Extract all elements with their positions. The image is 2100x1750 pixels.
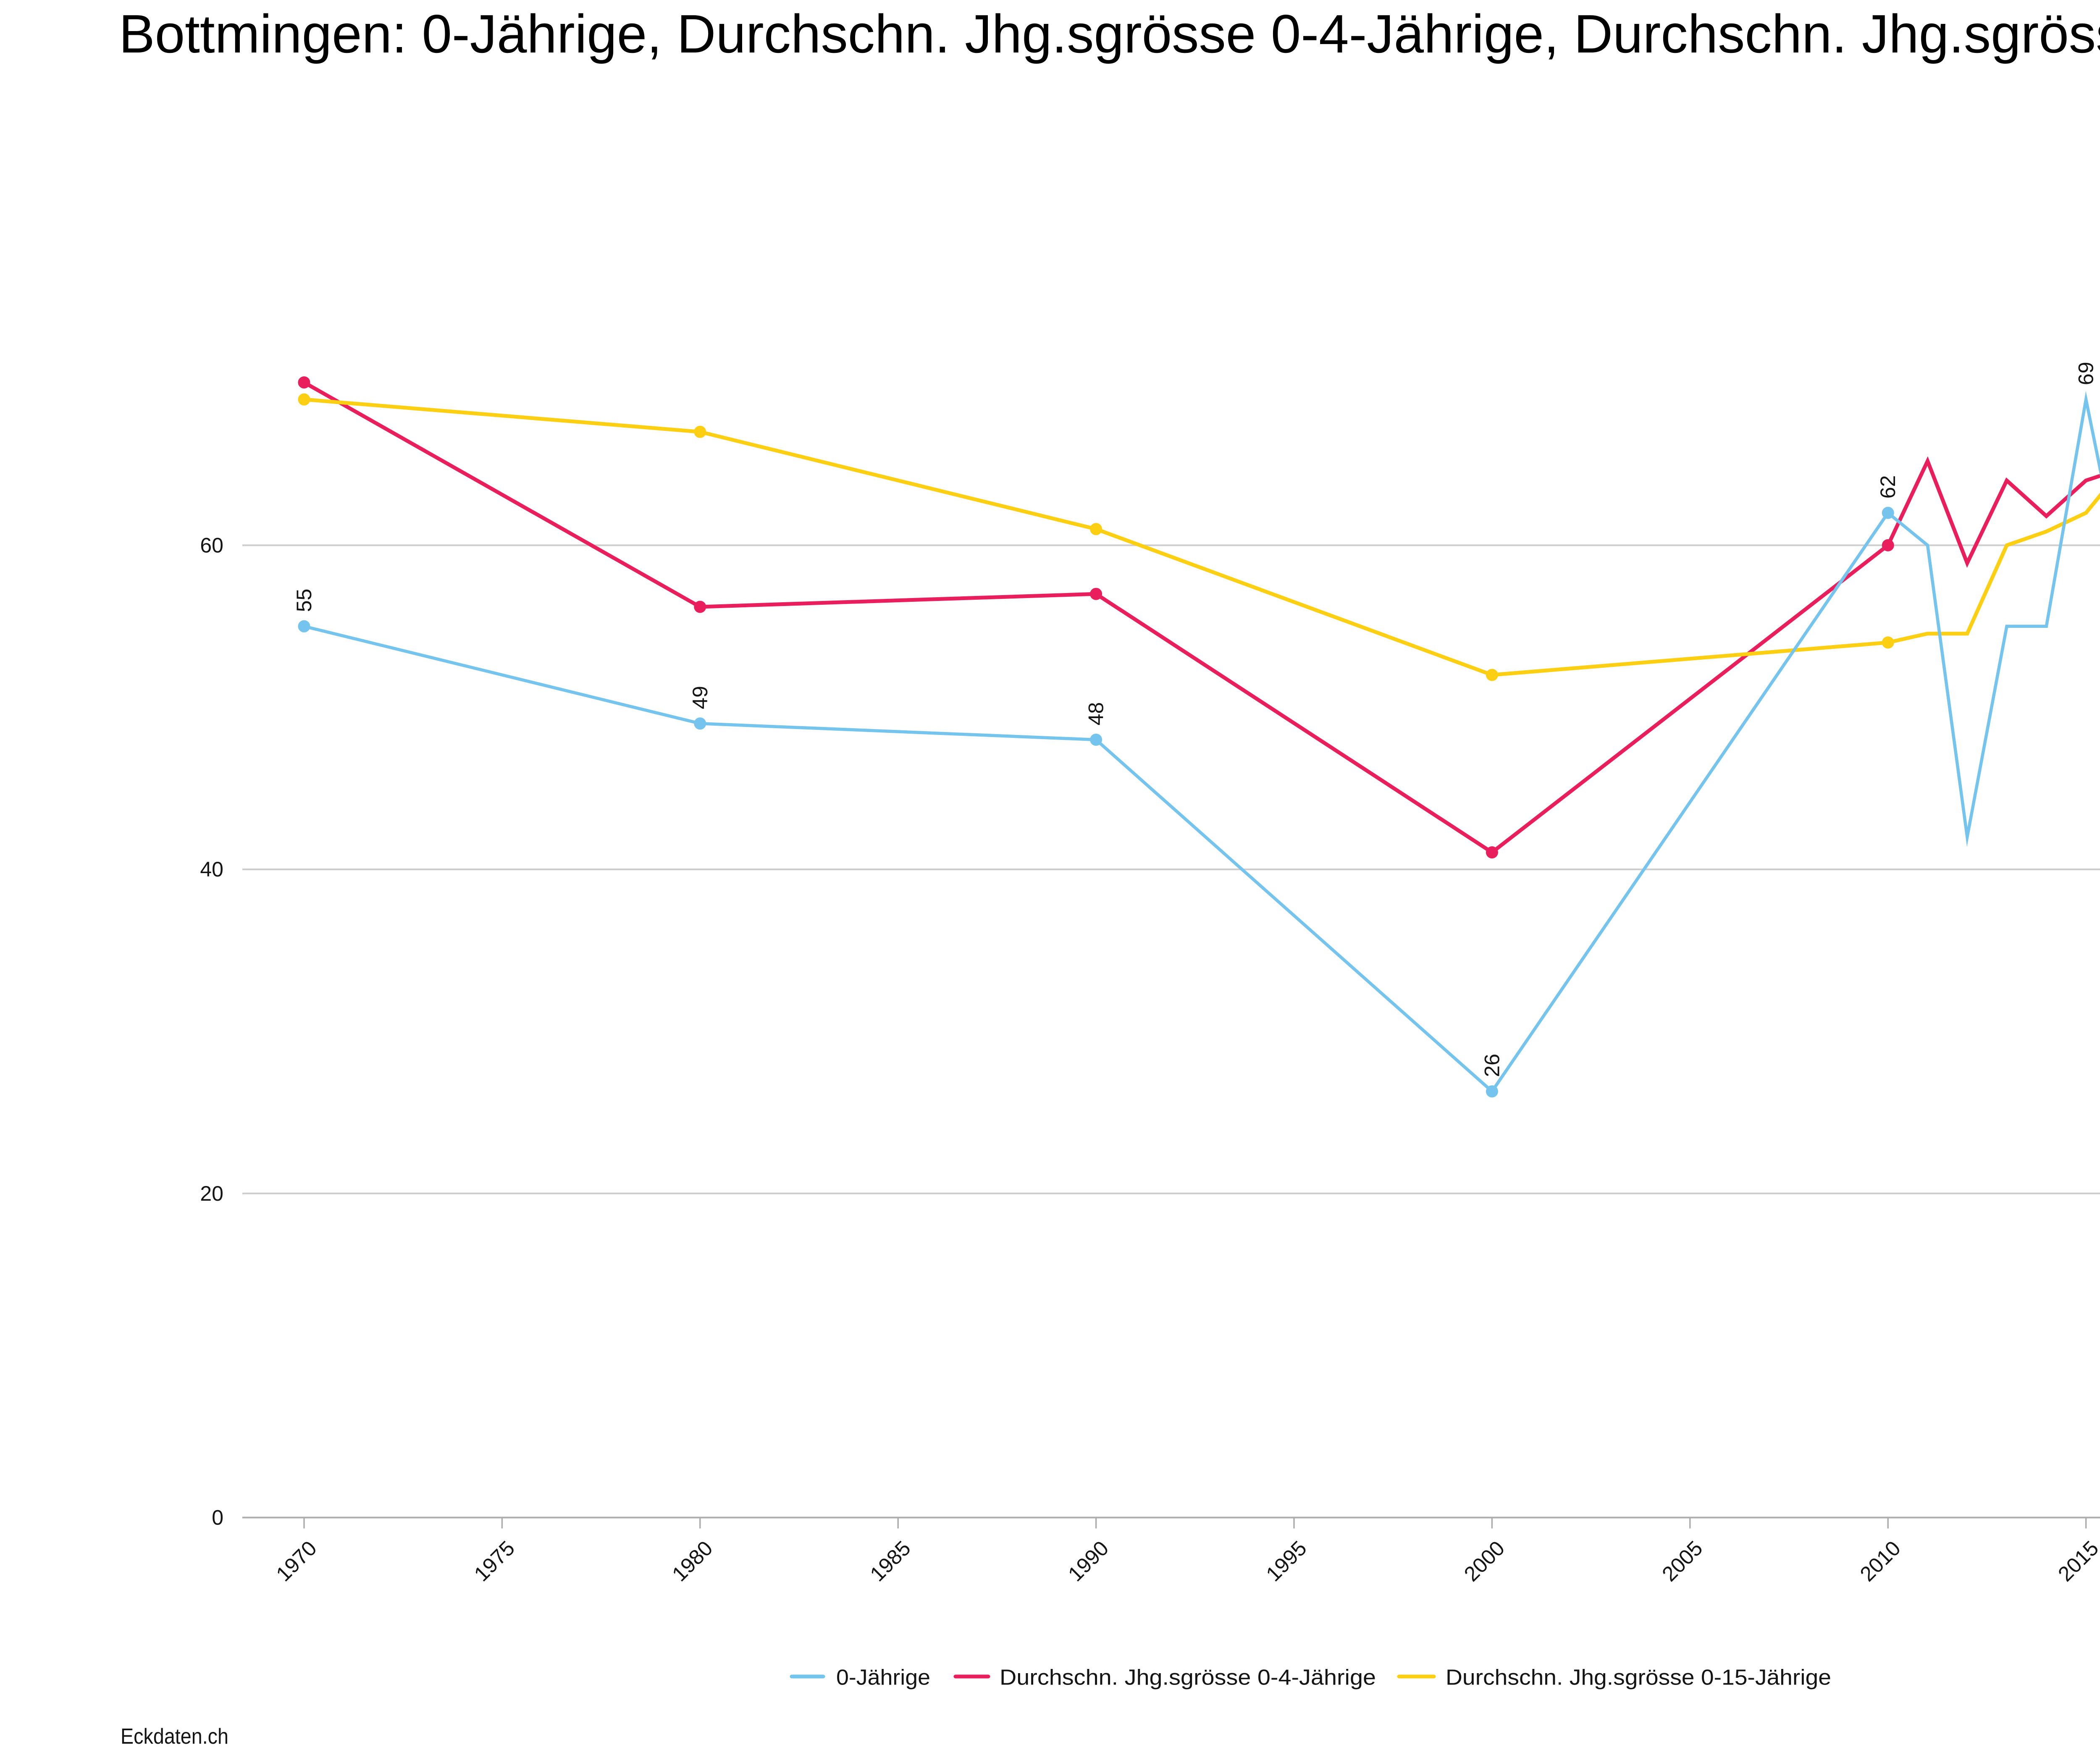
svg-text:0: 0 (212, 1506, 223, 1530)
svg-text:Durchschn. Jhg.sgrösse 0-15-Jä: Durchschn. Jhg.sgrösse 0-15-Jährige (1446, 1666, 1831, 1690)
svg-text:Bottmingen: 0-Jährige, Durchsc: Bottmingen: 0-Jährige, Durchschn. Jhg.sg… (119, 4, 2100, 64)
svg-text:Durchschn. Jhg.sgrösse 0-4-Jäh: Durchschn. Jhg.sgrösse 0-4-Jährige (1000, 1666, 1376, 1690)
svg-text:60: 60 (200, 533, 223, 557)
svg-text:Eckdaten.ch: Eckdaten.ch (121, 1724, 228, 1749)
svg-text:69: 69 (2074, 362, 2098, 385)
svg-text:55: 55 (292, 589, 316, 612)
svg-text:0-Jährige: 0-Jährige (836, 1666, 930, 1690)
svg-text:48: 48 (1084, 702, 1108, 726)
svg-text:26: 26 (1480, 1054, 1504, 1077)
svg-text:20: 20 (200, 1182, 223, 1205)
svg-text:40: 40 (200, 858, 223, 881)
svg-text:49: 49 (688, 686, 712, 709)
svg-text:62: 62 (1876, 475, 1900, 499)
